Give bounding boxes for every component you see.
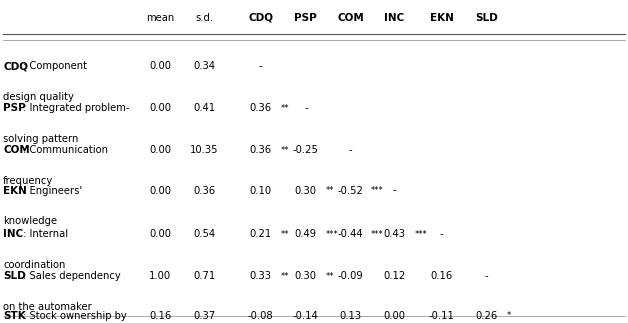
- Text: coordination: coordination: [3, 260, 65, 270]
- Text: SLD: SLD: [475, 13, 498, 23]
- Text: -: -: [485, 271, 489, 281]
- Text: ***: ***: [326, 230, 338, 239]
- Text: INC: INC: [3, 229, 23, 239]
- Text: 0.30: 0.30: [295, 186, 317, 195]
- Text: 0.12: 0.12: [383, 271, 406, 281]
- Text: **: **: [281, 230, 290, 239]
- Text: **: **: [281, 104, 290, 113]
- Text: INC: INC: [384, 13, 404, 23]
- Text: frequency: frequency: [3, 176, 53, 186]
- Text: -0.09: -0.09: [337, 271, 364, 281]
- Text: 0.41: 0.41: [193, 103, 215, 113]
- Text: EKN: EKN: [430, 13, 453, 23]
- Text: s.d.: s.d.: [195, 13, 213, 23]
- Text: -0.25: -0.25: [293, 145, 319, 155]
- Text: -: -: [304, 103, 308, 113]
- Text: : Component: : Component: [20, 61, 87, 71]
- Text: on the automaker: on the automaker: [3, 302, 92, 312]
- Text: : Stock ownership by: : Stock ownership by: [20, 311, 127, 321]
- Text: : Integrated problem-: : Integrated problem-: [20, 103, 130, 113]
- Text: 0.36: 0.36: [249, 145, 272, 155]
- Text: 0.00: 0.00: [149, 145, 171, 155]
- Text: ***: ***: [371, 230, 383, 239]
- Text: : Sales dependency: : Sales dependency: [20, 271, 121, 281]
- Text: COM: COM: [337, 13, 364, 23]
- Text: -: -: [440, 229, 443, 239]
- Text: 0.43: 0.43: [383, 229, 406, 239]
- Text: 0.00: 0.00: [149, 229, 171, 239]
- Text: : Engineers': : Engineers': [20, 186, 83, 195]
- Text: 0.00: 0.00: [149, 186, 171, 195]
- Text: 0.36: 0.36: [193, 186, 215, 195]
- Text: COM: COM: [3, 145, 30, 155]
- Text: 0.16: 0.16: [149, 311, 171, 321]
- Text: SLD: SLD: [3, 271, 26, 281]
- Text: 0.34: 0.34: [193, 61, 215, 71]
- Text: 0.37: 0.37: [193, 311, 215, 321]
- Text: *: *: [507, 311, 511, 320]
- Text: **: **: [326, 272, 335, 281]
- Text: -0.52: -0.52: [337, 186, 364, 195]
- Text: 0.71: 0.71: [193, 271, 215, 281]
- Text: PSP: PSP: [3, 103, 26, 113]
- Text: 0.36: 0.36: [249, 103, 272, 113]
- Text: **: **: [326, 186, 335, 195]
- Text: solving pattern: solving pattern: [3, 134, 78, 144]
- Text: CDQ: CDQ: [3, 61, 28, 71]
- Text: PSP: PSP: [295, 13, 317, 23]
- Text: 0.26: 0.26: [475, 311, 498, 321]
- Text: CDQ: CDQ: [248, 13, 273, 23]
- Text: -0.14: -0.14: [293, 311, 319, 321]
- Text: 0.16: 0.16: [430, 271, 453, 281]
- Text: -0.08: -0.08: [248, 311, 273, 321]
- Text: EKN: EKN: [3, 186, 27, 195]
- Text: **: **: [281, 146, 290, 155]
- Text: 0.54: 0.54: [193, 229, 215, 239]
- Text: 0.49: 0.49: [295, 229, 317, 239]
- Text: -: -: [349, 145, 352, 155]
- Text: 0.21: 0.21: [249, 229, 272, 239]
- Text: design quality: design quality: [3, 92, 74, 102]
- Text: : Communication: : Communication: [20, 145, 109, 155]
- Text: 10.35: 10.35: [190, 145, 219, 155]
- Text: 0.00: 0.00: [149, 103, 171, 113]
- Text: 0.13: 0.13: [339, 311, 362, 321]
- Text: 0.10: 0.10: [249, 186, 272, 195]
- Text: 1.00: 1.00: [149, 271, 171, 281]
- Text: STK: STK: [3, 311, 26, 321]
- Text: mean: mean: [146, 13, 174, 23]
- Text: ***: ***: [414, 230, 427, 239]
- Text: 0.30: 0.30: [295, 271, 317, 281]
- Text: -0.11: -0.11: [428, 311, 455, 321]
- Text: 0.33: 0.33: [249, 271, 272, 281]
- Text: -: -: [259, 61, 263, 71]
- Text: : Internal: : Internal: [20, 229, 68, 239]
- Text: 0.00: 0.00: [149, 61, 171, 71]
- Text: 0.00: 0.00: [383, 311, 406, 321]
- Text: knowledge: knowledge: [3, 216, 57, 226]
- Text: -0.44: -0.44: [338, 229, 363, 239]
- Text: -: -: [392, 186, 396, 195]
- Text: **: **: [281, 272, 290, 281]
- Text: ***: ***: [371, 186, 383, 195]
